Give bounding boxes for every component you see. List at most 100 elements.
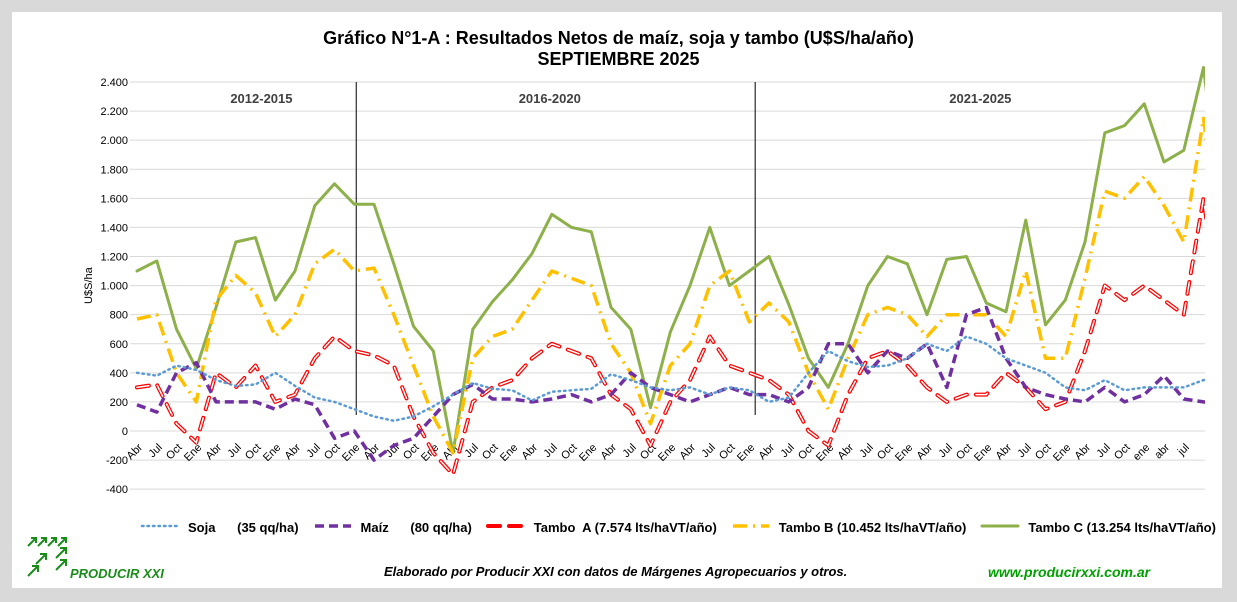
series-2-group [135, 196, 1205, 477]
x-tick-label: Oct [717, 442, 738, 463]
x-tick-label: Abr [994, 441, 1015, 462]
x-tick-label: Ene [735, 442, 757, 464]
legend-item: Soja (35 qq/ha) [140, 519, 299, 535]
y-tick-label: 1.000 [100, 281, 128, 293]
legend: Soja (35 qq/ha) Maíz (80 qq/ha) Tambo A (7… [140, 518, 1230, 535]
legend-label: Soja (35 qq/ha) [188, 519, 299, 535]
series-line-tambo-a [135, 196, 1205, 477]
x-tick-label: Oct [401, 442, 422, 463]
x-tick-label: Abr [204, 441, 225, 462]
y-tick-label: 400 [110, 368, 128, 380]
x-tick-label: Oct [1112, 442, 1133, 463]
x-tick-label: jul [1175, 442, 1192, 459]
x-tick-label: Abr [836, 441, 857, 462]
legend-item: Maíz (80 qq/ha) [313, 519, 472, 535]
source-note: Elaborado por Producir XXI con datos de … [384, 564, 848, 579]
x-tick-label: Ene [340, 442, 362, 464]
y-tick-label: 1.400 [100, 222, 128, 234]
x-tick-label: Ene [972, 442, 994, 464]
website-link[interactable]: www.producirxxi.com.ar [988, 564, 1151, 580]
title-line-2: SEPTIEMBRE 2025 [537, 49, 700, 69]
x-tick-label: Abr [915, 441, 936, 462]
legend-item: Tambo A (7.574 lts/haVT/año) [485, 519, 717, 535]
y-tick-label: -200 [106, 455, 128, 467]
x-tick-label: Jul [1015, 442, 1033, 460]
x-tick-label: Jul [146, 442, 164, 460]
x-tick-label: Abr [678, 441, 699, 462]
legend-swatch [732, 523, 769, 528]
legend-swatch [140, 524, 180, 527]
legend-item: Tambo C (13.254 lts/haVT/año) [980, 519, 1216, 535]
x-tick-label: Ene [498, 442, 520, 464]
x-tick-label: Ene [261, 442, 283, 464]
y-tick-label: 0 [122, 426, 128, 438]
legend-swatch [980, 524, 1020, 528]
x-tick-label: Jul [857, 442, 875, 460]
series-line-tambo-c [135, 66, 1205, 455]
legend-label: Tambo A (7.574 lts/haVT/año) [533, 519, 717, 535]
x-tick-label: Jul [1094, 442, 1112, 460]
x-tick-label: Oct [954, 442, 975, 463]
period-label: 2016-2020 [519, 91, 581, 106]
series-4-group [135, 66, 1205, 455]
x-tick-label: Oct [1033, 442, 1054, 463]
series-line-maíz-(80 [136, 305, 1205, 462]
x-tick-label: Oct [243, 442, 264, 463]
x-tick-label: Jul [778, 442, 796, 460]
y-tick-label: 1.200 [100, 252, 128, 264]
x-tick-label: Jul [541, 442, 559, 460]
x-tick-label: Jul [620, 442, 638, 460]
y-tick-label: 2.200 [100, 106, 128, 118]
series-0-group [135, 335, 1205, 423]
logo-arrows-icon [27, 537, 67, 577]
x-tick-label: Ene [577, 442, 599, 464]
legend-label: Maíz (80 qq/ha) [360, 519, 472, 535]
legend-swatch [485, 523, 526, 528]
legend-item: Tambo B (10.452 lts/haVT/año) [731, 519, 967, 535]
legend-label: Tambo B (10.452 lts/haVT/año) [778, 519, 967, 535]
y-tick-label: 200 [110, 397, 128, 409]
x-tick-label: Abr [757, 441, 778, 462]
x-tick-label: Ene [656, 442, 678, 464]
period-label: 2021-2025 [949, 91, 1011, 106]
y-tick-label: 2.000 [100, 135, 128, 147]
y-tick-label: 800 [110, 310, 128, 322]
x-tick-label: Abr [1073, 441, 1094, 462]
y-axis-label: U$S/ha [83, 266, 95, 304]
x-tick-label: Ene [182, 442, 204, 464]
title-line-1: Gráfico N°1-A : Resultados Netos de maíz… [323, 28, 914, 48]
y-tick-label: 1.600 [100, 193, 128, 205]
x-tick-label: Ene [1051, 442, 1073, 464]
x-tick-label: Jul [304, 442, 322, 460]
logo-text: PRODUCIR XXI [70, 566, 164, 581]
x-tick-label: Abr [283, 441, 304, 462]
x-tick-label: abr [1152, 441, 1172, 461]
x-tick-label: Oct [796, 442, 817, 463]
y-tick-label: -400 [106, 484, 128, 496]
x-tick-label: Oct [480, 442, 501, 463]
x-tick-label: Jul [225, 442, 243, 460]
x-tick-label: Jul [462, 442, 480, 460]
series-line-inner [136, 198, 1205, 477]
x-tick-label: Abr [520, 441, 541, 462]
x-tick-label: Oct [875, 442, 896, 463]
x-tick-label: Jul [699, 442, 717, 460]
legend-label: Tambo C (13.254 lts/haVT/año) [1028, 519, 1216, 535]
y-tick-label: 1.800 [100, 164, 128, 176]
x-tick-label: Jul [936, 442, 954, 460]
x-tick-label: Oct [559, 442, 580, 463]
x-tick-label: Oct [322, 442, 343, 463]
series-line-soja-(35 [135, 335, 1205, 423]
y-tick-label: 2.400 [100, 77, 128, 89]
series-1-group [136, 305, 1205, 462]
chart-panel [12, 12, 1222, 588]
chart-title: Gráfico N°1-A : Resultados Netos de maíz… [0, 28, 1237, 70]
legend-swatch [314, 523, 351, 528]
x-tick-label: Ene [893, 442, 915, 464]
x-tick-label: Abr [599, 441, 620, 462]
x-tick-label: Oct [164, 442, 185, 463]
period-label: 2012-2015 [230, 91, 292, 106]
y-tick-label: 600 [110, 339, 128, 351]
